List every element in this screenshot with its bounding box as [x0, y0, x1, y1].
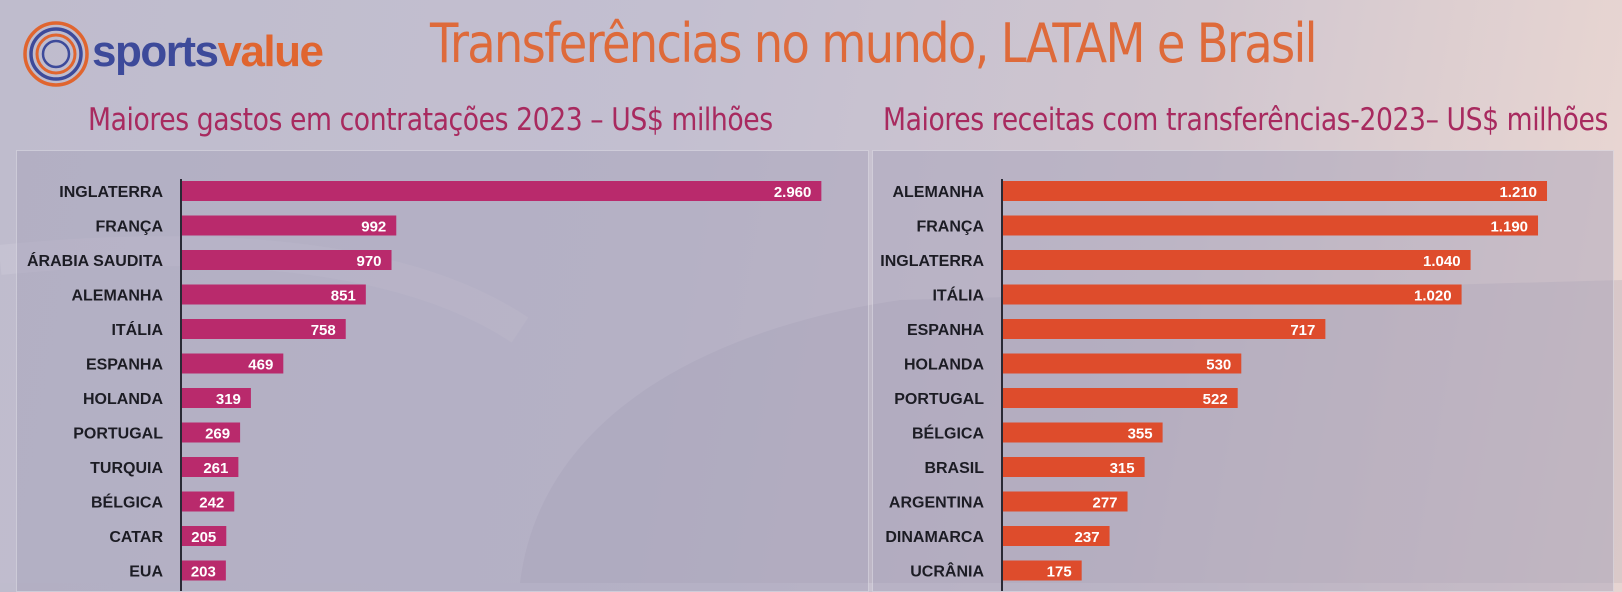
bar [1003, 422, 1163, 443]
data-label: 315 [1110, 460, 1135, 477]
bar [182, 457, 239, 477]
bar [182, 422, 241, 443]
data-label: 2.960 [774, 184, 812, 201]
chart-panel-spend: INGLATERRA 2.960 FRANÇA 992 ÁRABIA SAUDITA 97… [16, 150, 869, 592]
category-label: ESPANHA [86, 357, 163, 374]
data-label: 269 [205, 426, 230, 443]
bar [1003, 250, 1471, 270]
category-label: PORTUGAL [73, 426, 163, 443]
category-label: UCRÂNIA [910, 562, 984, 581]
chart-title-revenue: Maiores receitas com transferências-2023… [883, 102, 1608, 138]
category-label: ALEMANHA [71, 288, 163, 305]
bar [1003, 181, 1548, 201]
category-label: EUA [129, 564, 163, 581]
chart-panel-revenue: ALEMANHA 1.210 FRANÇA 1.190 INGLATERRA 1.040 I… [872, 150, 1614, 592]
bar [182, 250, 392, 270]
category-label: ARGENTINA [889, 495, 985, 512]
data-label: 1.210 [1499, 184, 1537, 201]
category-label: DINAMARCA [885, 529, 984, 546]
chart-revenue: ALEMANHA 1.210 FRANÇA 1.190 INGLATERRA 1.040 I… [880, 179, 1548, 591]
sportsvalue-logo: sportsvalue [20, 20, 324, 90]
bar [1003, 560, 1082, 581]
category-label: HOLANDA [83, 391, 163, 408]
data-label: 1.040 [1423, 253, 1461, 270]
bar [1003, 215, 1539, 236]
data-label: 261 [203, 460, 228, 477]
data-label: 970 [356, 253, 381, 270]
category-label: INGLATERRA [880, 253, 984, 270]
category-label: HOLANDA [904, 357, 984, 374]
data-label: 203 [191, 564, 216, 581]
category-label: ITÁLIA [111, 320, 163, 339]
category-label: BRASIL [924, 460, 984, 477]
chart-title-spend: Maiores gastos em contratações 2023 – US… [88, 102, 773, 138]
data-label: 205 [191, 529, 216, 546]
data-label: 242 [199, 495, 224, 512]
logo-rings-icon [23, 21, 89, 87]
bar [182, 560, 226, 581]
category-label: ALEMANHA [892, 184, 984, 201]
category-label: CATAR [109, 529, 163, 546]
bar [182, 491, 235, 512]
category-label: FRANÇA [916, 219, 984, 236]
data-label: 355 [1128, 426, 1153, 443]
bar [1003, 526, 1110, 546]
data-label: 469 [248, 357, 273, 374]
data-label: 851 [331, 288, 356, 305]
data-label: 530 [1206, 357, 1231, 374]
bar [1003, 284, 1462, 305]
data-label: 758 [311, 322, 336, 339]
brand-part2: value [217, 27, 324, 76]
chart-spend: INGLATERRA 2.960 FRANÇA 992 ÁRABIA SAUDITA 97… [27, 179, 822, 591]
category-label: TURQUIA [90, 460, 163, 477]
category-label: BÉLGICA [912, 424, 984, 443]
data-label: 175 [1047, 564, 1072, 581]
data-label: 992 [361, 219, 386, 236]
bar [1003, 388, 1238, 408]
bar [182, 284, 366, 305]
page-title: Transferências no mundo, LATAM e Brasil [430, 12, 1318, 75]
bar [182, 526, 227, 546]
bar [1003, 353, 1242, 374]
category-label: FRANÇA [95, 219, 163, 236]
data-label: 237 [1075, 529, 1100, 546]
brand-wordmark: sportsvalue [92, 27, 324, 77]
brand-part1: sports [92, 27, 219, 76]
data-label: 522 [1203, 391, 1228, 408]
data-label: 717 [1290, 322, 1315, 339]
data-label: 1.020 [1414, 288, 1452, 305]
category-label: ESPANHA [907, 322, 984, 339]
bar [1003, 457, 1145, 477]
bar [1003, 319, 1326, 339]
category-label: ÁRABIA SAUDITA [27, 251, 163, 270]
bar [1003, 491, 1128, 512]
data-label: 319 [216, 391, 241, 408]
category-label: PORTUGAL [894, 391, 984, 408]
bar [182, 388, 251, 408]
bar [182, 353, 284, 374]
data-label: 1.190 [1490, 219, 1528, 236]
data-label: 277 [1093, 495, 1118, 512]
category-label: BÉLGICA [91, 493, 163, 512]
bar [182, 319, 346, 339]
category-label: ITÁLIA [932, 286, 984, 305]
bar [182, 215, 397, 236]
bar [182, 181, 822, 201]
category-label: INGLATERRA [59, 184, 163, 201]
